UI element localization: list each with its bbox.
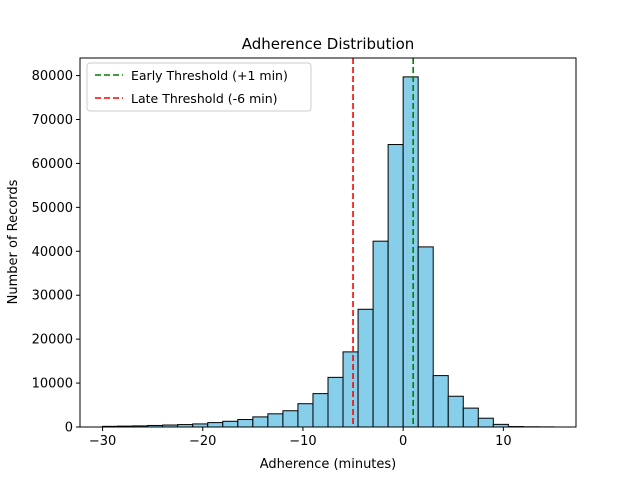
histogram-bar [312,393,329,428]
threshold-lines [352,58,414,427]
histogram-bar [207,422,224,428]
y-tick-label: 10000 [32,377,73,392]
histogram-bar [387,144,404,428]
x-tick-label: −20 [189,434,216,449]
x-axis-label: Adherence (minutes) [260,457,397,472]
histogram-bar [267,413,284,428]
y-tick-label: 20000 [32,333,73,348]
histogram-bar [327,376,344,428]
y-tick-label: 0 [65,421,73,436]
y-tick-label: 30000 [32,289,73,304]
histogram-bar [417,246,434,428]
x-tick-label: 0 [399,434,407,449]
y-tick-label: 50000 [32,201,73,216]
x-tick-label: −10 [289,434,316,449]
y-tick-label: 40000 [32,245,73,260]
x-tick-label: 10 [495,434,512,449]
x-axis-ticks: −30 −20 −10 0 10 [89,427,512,449]
chart-title: Adherence Distribution [242,35,415,53]
histogram-bar [447,395,464,428]
histogram-bar [222,420,239,428]
y-tick-label: 70000 [32,113,73,128]
legend: Early Threshold (+1 min) Late Threshold … [86,62,312,112]
histogram-bar [372,240,389,428]
histogram-bar [477,417,494,428]
y-tick-label: 60000 [32,157,73,172]
histogram-bars [102,76,554,428]
histogram-bar [342,351,359,428]
histogram-bar [282,410,299,428]
legend-label-early: Early Threshold (+1 min) [131,68,288,83]
histogram-bar [252,416,269,428]
histogram-bar [357,308,374,428]
histogram-bar [237,419,254,428]
x-tick-label: −30 [89,434,116,449]
histogram-bar [432,375,449,428]
legend-label-late: Late Threshold (-6 min) [131,91,278,106]
legend-box [86,62,312,112]
y-axis-label: Number of Records [6,179,21,304]
plot-frame [79,57,577,428]
y-tick-label: 80000 [32,69,73,84]
histogram-bar [297,403,314,428]
y-axis-ticks: 0 10000 20000 30000 40000 50000 60000 70000 8000… [32,69,80,436]
histogram-bar [462,407,479,428]
histogram-bar [402,76,419,428]
